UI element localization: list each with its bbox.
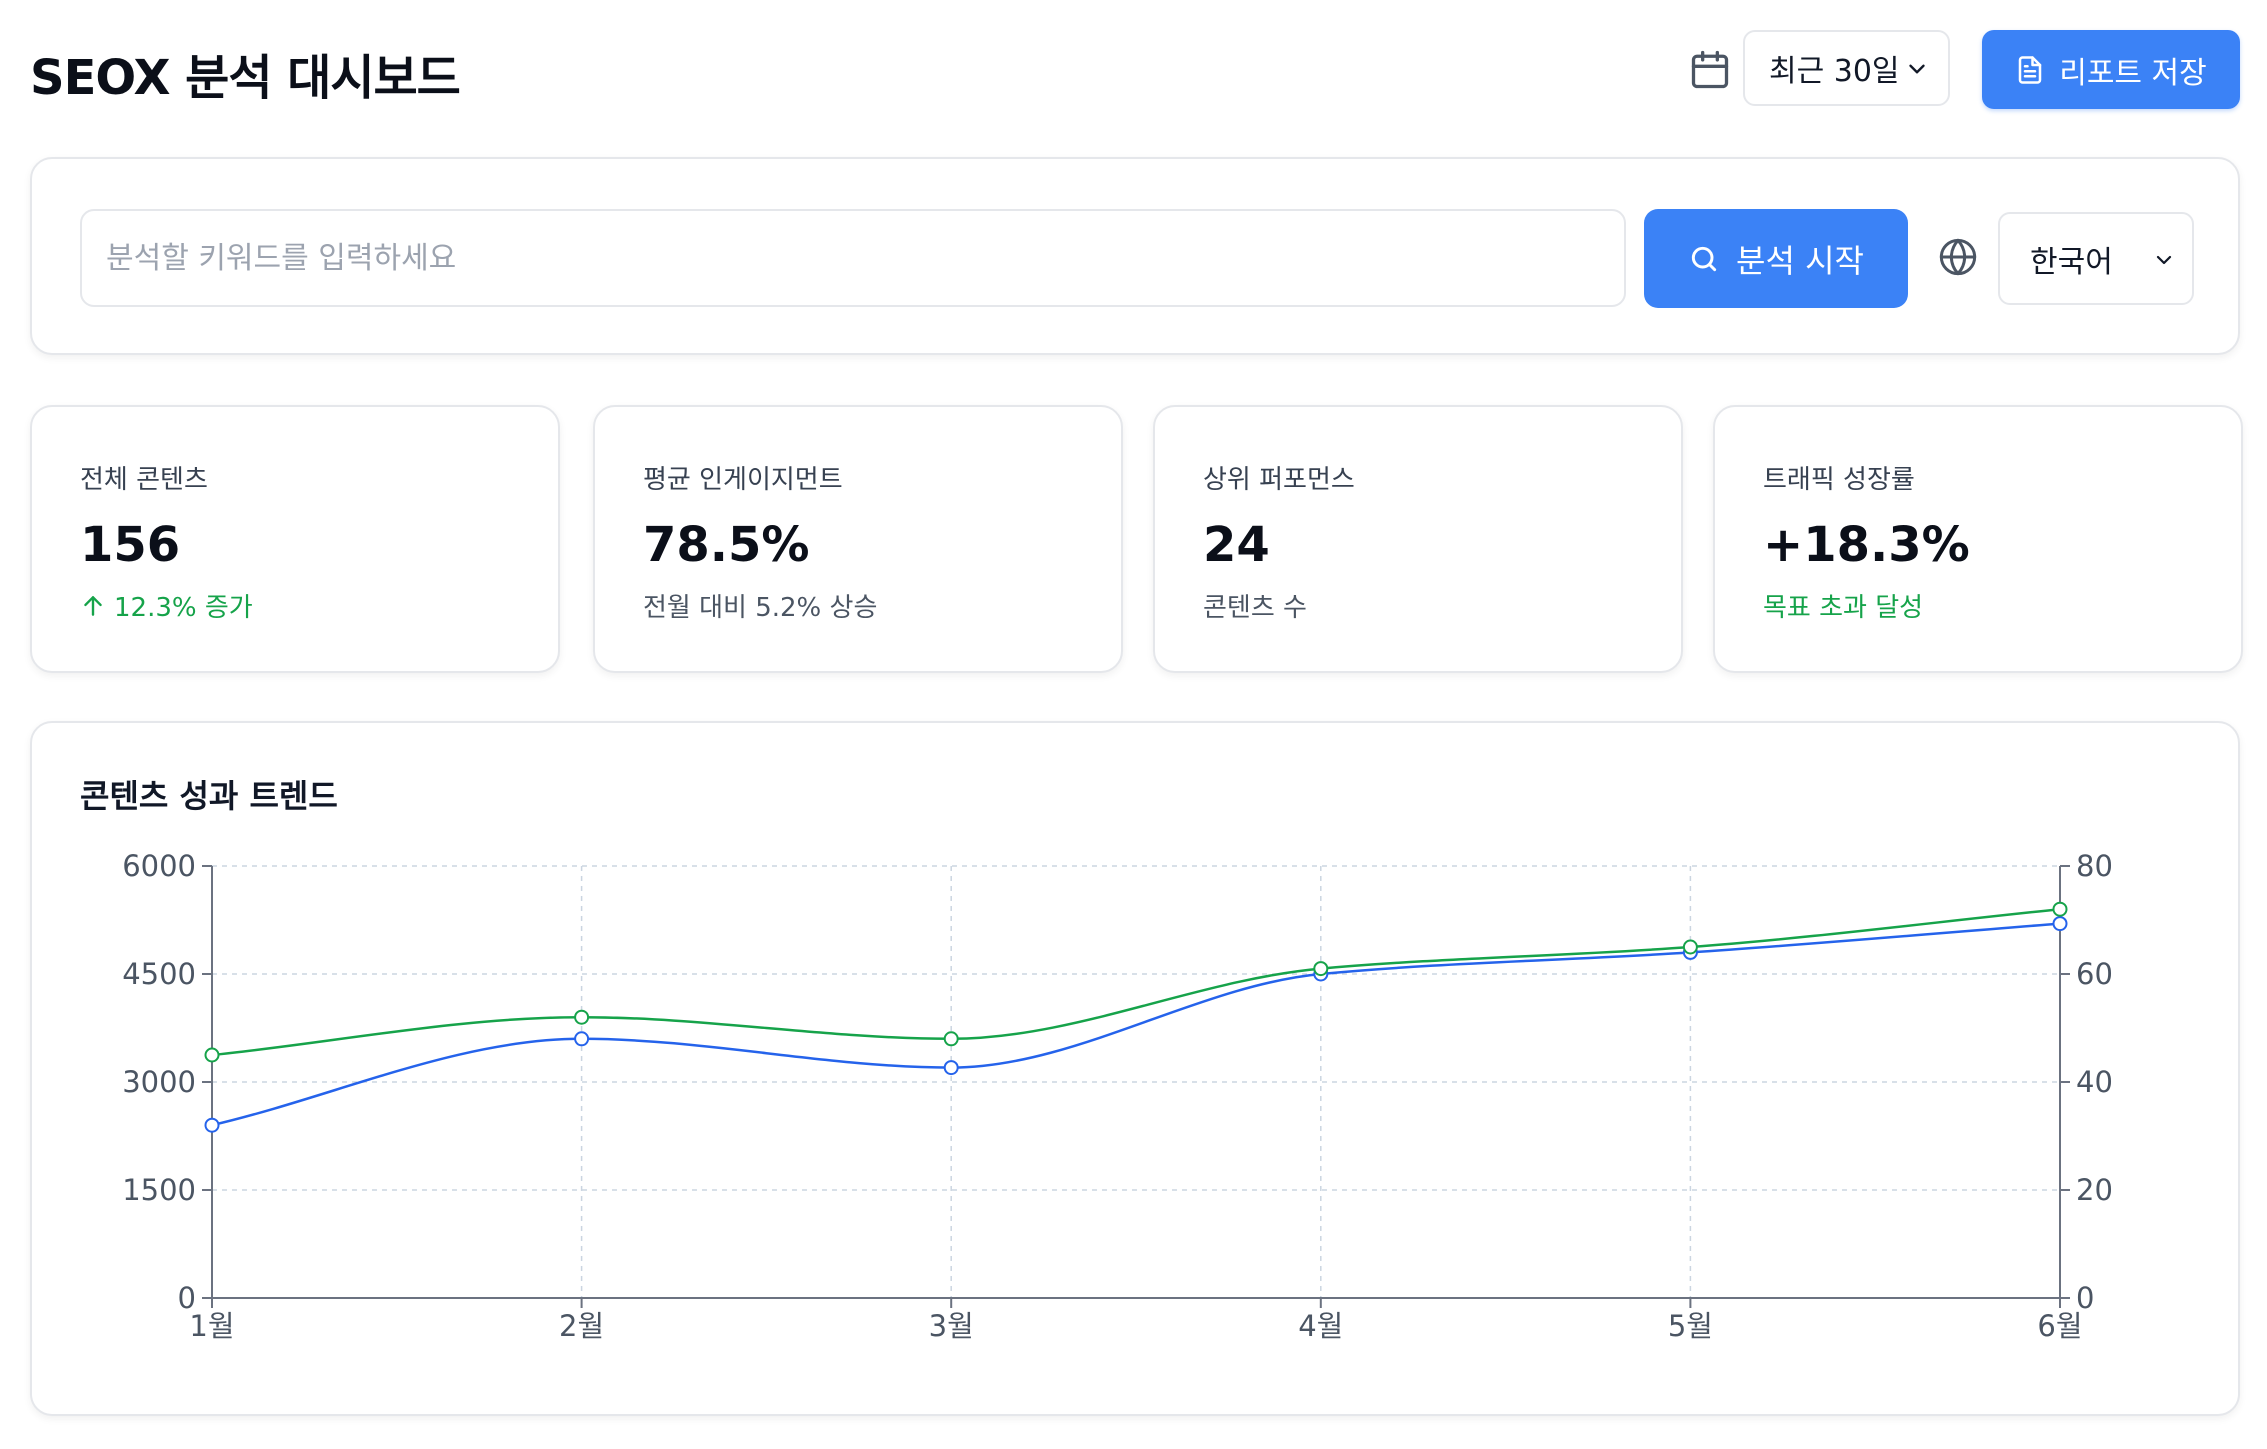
stat-caption: 목표 초과 달성: [1763, 587, 1923, 624]
x-tick-label: 2월: [559, 1309, 604, 1343]
series-2-point: [2052, 901, 2068, 917]
y-left-tick-label: 4500: [122, 957, 196, 991]
analyze-button-label: 분석 시작: [1736, 241, 1864, 280]
globe-icon: [1939, 238, 1977, 276]
series-1-point: [204, 1117, 220, 1133]
chevron-down-icon: [2156, 255, 2172, 265]
stat-change-text: 12.3% 증가: [114, 593, 253, 623]
y-right-tick-label: 20: [2076, 1173, 2113, 1207]
series-line-1: [211, 922, 2061, 1127]
period-select-value: 최근 30일: [1769, 54, 1900, 89]
chart-title: 콘텐츠 성과 트렌드: [80, 777, 338, 815]
keyword-search-input[interactable]: [80, 209, 1626, 307]
y-left-tick-label: 6000: [122, 849, 196, 883]
stat-change: 12.3% 증가: [80, 587, 253, 624]
y-right-tick-label: 40: [2076, 1065, 2113, 1099]
stat-value: +18.3%: [1763, 517, 1970, 573]
stat-change: 전월 대비 5.2% 상승: [643, 587, 877, 624]
series-2-point: [574, 1009, 590, 1025]
trend-chart-card: 콘텐츠 성과 트렌드 0 1500 3000 4500 6000 0 20 40 60 80 1월 2…: [30, 721, 2240, 1416]
calendar-icon: [1691, 50, 1729, 89]
series-1-point: [943, 1060, 959, 1076]
y-right-tick-label: 0: [2076, 1281, 2094, 1315]
series-2-point: [1682, 939, 1698, 955]
chevron-down-icon: [1909, 64, 1925, 74]
stat-label: 트래픽 성장률: [1763, 465, 1915, 495]
series-1-point: [574, 1031, 590, 1047]
x-tick-label: 6월: [2037, 1309, 2082, 1343]
file-text-icon: [2018, 55, 2042, 84]
stat-value: 78.5%: [643, 517, 810, 573]
search-panel: 분석 시작 한국어: [30, 157, 2240, 355]
stat-card-top-performance: 상위 퍼포먼스 24 콘텐츠 수: [1153, 405, 1683, 673]
stat-value: 24: [1203, 517, 1270, 573]
analyze-button[interactable]: 분석 시작: [1644, 209, 1908, 308]
series-2-point: [943, 1031, 959, 1047]
language-select-value: 한국어: [2030, 244, 2113, 280]
stat-label: 상위 퍼포먼스: [1203, 465, 1355, 495]
arrow-up-icon: [84, 595, 102, 616]
stat-label: 전체 콘텐츠: [80, 465, 208, 495]
stat-label: 평균 인게이지먼트: [643, 465, 843, 495]
y-left-tick-label: 0: [178, 1281, 196, 1315]
period-select[interactable]: 최근 30일: [1743, 30, 1950, 106]
trend-chart: 0 1500 3000 4500 6000 0 20 40 60 80 1월 2월 3월 4월 5월 6월: [122, 849, 2113, 1343]
header: SEOX 분석 대시보드 최근 30일 리포트 저장: [30, 30, 2240, 112]
x-tick-label: 4월: [1298, 1309, 1343, 1343]
series-line-2: [211, 907, 2061, 1057]
series-2-point: [204, 1047, 220, 1063]
save-report-button[interactable]: 리포트 저장: [1982, 30, 2240, 109]
y-right-tick-label: 80: [2076, 849, 2113, 883]
y-left-tick-label: 3000: [122, 1065, 196, 1099]
stat-card-traffic-growth: 트래픽 성장률 +18.3% 목표 초과 달성: [1713, 405, 2243, 673]
x-tick-label: 3월: [929, 1309, 974, 1343]
search-icon: [1691, 246, 1717, 271]
series-1-point: [2052, 916, 2068, 932]
language-select[interactable]: 한국어: [1998, 212, 2194, 305]
stat-card-avg-engagement: 평균 인게이지먼트 78.5% 전월 대비 5.2% 상승: [593, 405, 1123, 673]
series-2-point: [1313, 961, 1329, 977]
stat-value: 156: [80, 517, 181, 573]
stat-caption-text: 목표 초과 달성: [1763, 593, 1924, 623]
x-tick-label: 5월: [1668, 1309, 1713, 1343]
x-tick-label: 1월: [189, 1309, 234, 1343]
page-title: SEOX 분석 대시보드: [30, 50, 461, 106]
y-right-tick-label: 60: [2076, 957, 2113, 991]
stat-caption: 콘텐츠 수: [1203, 587, 1307, 624]
stat-change-text: 전월 대비 5.2% 상승: [643, 593, 878, 623]
save-report-label: 리포트 저장: [2059, 55, 2207, 91]
y-left-tick-label: 1500: [122, 1173, 196, 1207]
stat-caption-text: 콘텐츠 수: [1203, 593, 1307, 623]
stat-card-total-content: 전체 콘텐츠 156 12.3% 증가: [30, 405, 560, 673]
